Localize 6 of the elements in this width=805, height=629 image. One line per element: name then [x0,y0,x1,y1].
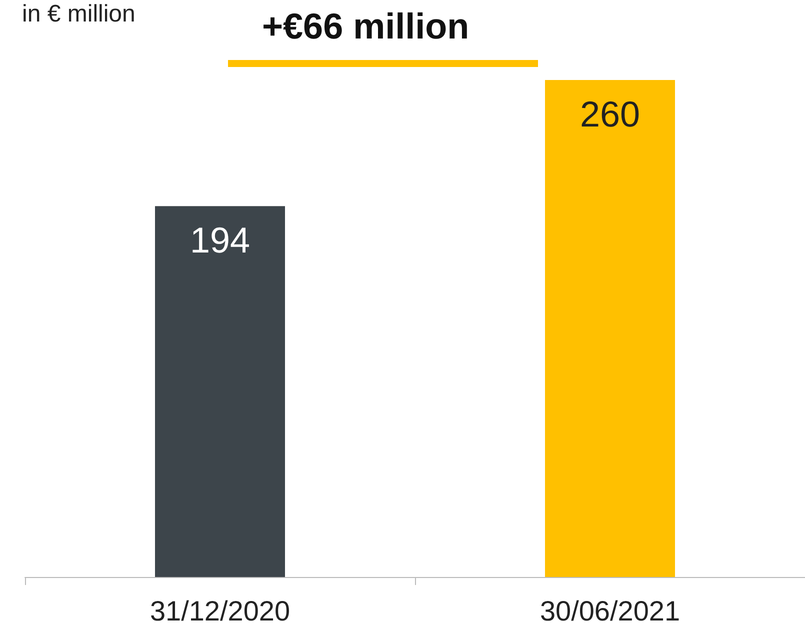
y-axis-title: in € million [22,0,136,28]
x-tick-label: 31/12/2020 [150,596,290,626]
data-label: 194 [190,220,250,261]
data-label: 260 [580,94,640,134]
text: +€66 million [262,6,470,46]
x-tick-label: 30/06/2021 [540,596,680,626]
